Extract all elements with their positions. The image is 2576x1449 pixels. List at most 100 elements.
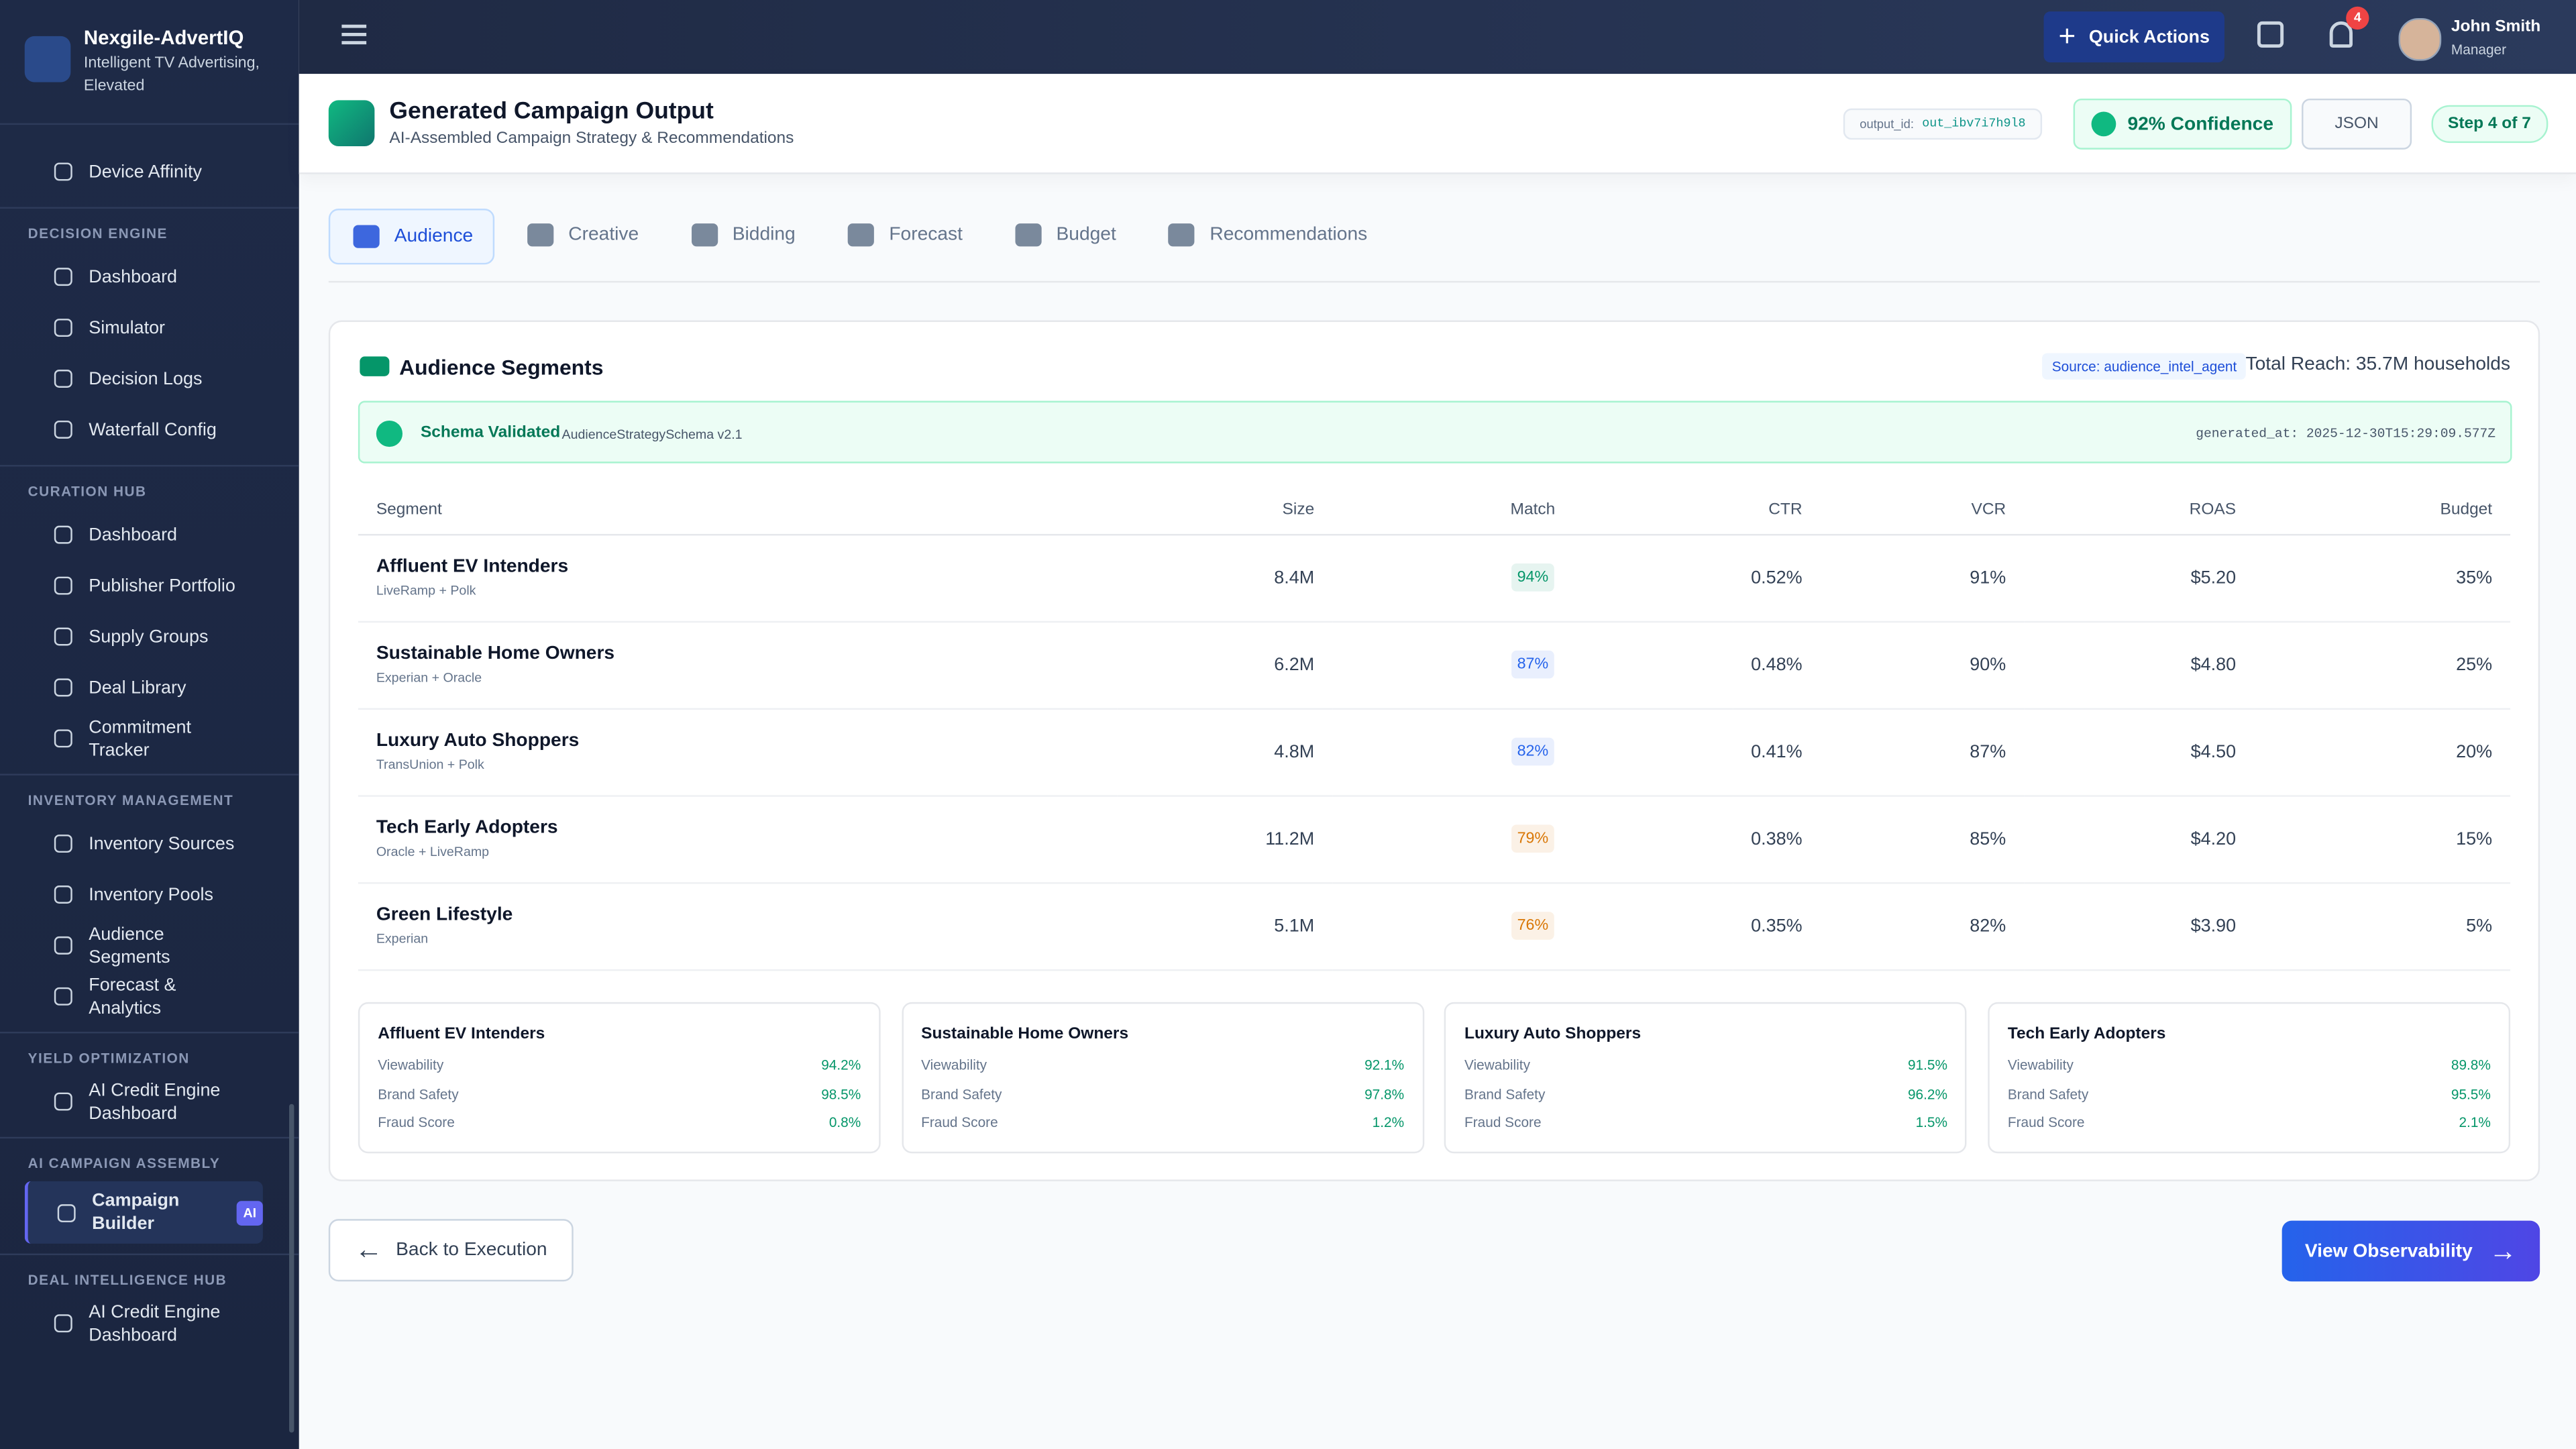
nav-label: Audience Segments xyxy=(89,924,170,967)
avatar[interactable] xyxy=(2398,17,2442,61)
nav-icon xyxy=(54,1314,72,1333)
metric-label: Viewability xyxy=(921,1056,987,1073)
tab-label: Forecast xyxy=(889,225,963,245)
match-cell: 94% xyxy=(1332,534,1733,623)
size-cell: 6.2M xyxy=(1117,621,1333,710)
nav-item[interactable]: Dashboard xyxy=(0,252,299,303)
metric-value: 1.2% xyxy=(1372,1114,1405,1130)
segment-sources: Experian xyxy=(376,931,429,947)
scrollbar[interactable] xyxy=(289,1104,294,1433)
nav-section: DEAL INTELLIGENCE HUB AI Credit Engine Da… xyxy=(0,1253,299,1349)
segment-name: Green Lifestyle xyxy=(376,905,513,925)
nav-label: AI Credit Engine Dashboard xyxy=(89,1080,221,1123)
nav-item[interactable]: AI Credit Engine Dashboard xyxy=(0,1298,299,1349)
tab[interactable]: Creative xyxy=(504,209,659,261)
metric-label: Viewability xyxy=(1464,1056,1531,1073)
column-header: VCR xyxy=(1971,500,2006,519)
nav-item[interactable]: Inventory Pools xyxy=(0,869,299,920)
segment-cell: Green Lifestyle Experian xyxy=(358,882,1118,971)
segment-name: Luxury Auto Shoppers xyxy=(376,731,580,751)
match-cell: 87% xyxy=(1332,621,1733,710)
nav-label: Simulator xyxy=(89,317,166,338)
tab[interactable]: Budget xyxy=(992,209,1136,261)
nav-item[interactable]: Simulator xyxy=(0,303,299,354)
metric-value: 92.1% xyxy=(1364,1056,1405,1073)
nav-item[interactable]: Supply Groups xyxy=(0,611,299,662)
nav-section: INVENTORY MANAGEMENT Inventory Sources Inv… xyxy=(0,773,299,1022)
tab-label: Creative xyxy=(568,225,639,245)
ctr-cell: 0.41% xyxy=(1733,708,1821,797)
quality-metric: Fraud Score 2.1% xyxy=(2008,1114,2491,1142)
page-header: Generated Campaign Output AI-Assembled C… xyxy=(299,74,2576,174)
schema-name: AudienceStrategySchema v2.1 xyxy=(561,427,743,442)
nav-icon xyxy=(54,525,72,544)
vcr-cell: 87% xyxy=(1820,708,2025,797)
metric-label: Brand Safety xyxy=(378,1085,459,1102)
metric-label: Brand Safety xyxy=(2007,1085,2089,1102)
nav-item[interactable]: Campaign Builder AI xyxy=(24,1181,263,1244)
nav-item[interactable]: AI Credit Engine Dashboard xyxy=(0,1076,299,1127)
nav-item[interactable]: Commitment Tracker xyxy=(0,713,299,764)
nav-label: Forecast & Analytics xyxy=(89,975,176,1018)
segment-name: Tech Early Adopters xyxy=(376,818,558,838)
table-header: Segment Size Match CTR VCR ROAS Budget xyxy=(358,486,2511,536)
tab[interactable]: Bidding xyxy=(668,209,815,261)
brand[interactable]: Nexgile-AdvertIQ Intelligent TV Advertis… xyxy=(0,0,299,125)
nav-section-title: AI CAMPAIGN ASSEMBLY xyxy=(28,1155,221,1172)
nav-item[interactable]: Decision Logs xyxy=(0,354,299,405)
table-row: Affluent EV Intenders LiveRamp + Polk 8.4M… xyxy=(358,534,2511,623)
nav-icon xyxy=(54,729,72,748)
nav-section-title: INVENTORY MANAGEMENT xyxy=(28,792,234,808)
menu-button[interactable] xyxy=(341,24,367,45)
tab-icon xyxy=(691,223,718,247)
quality-title: Tech Early Adopters xyxy=(2007,1025,2166,1044)
json-button[interactable]: JSON xyxy=(2302,98,2412,150)
nav-item[interactable]: Device Affinity xyxy=(0,146,299,197)
calendar-icon[interactable] xyxy=(2257,21,2284,48)
brand-tagline: Intelligent TV Advertising, Elevated xyxy=(83,54,260,96)
nav-section: YIELD OPTIMIZATION AI Credit Engine Dashb… xyxy=(0,1031,299,1127)
schema-banner: Schema Validated AudienceStrategySchema … xyxy=(358,400,2512,464)
roas-cell: $5.20 xyxy=(2024,534,2255,623)
table-row: Sustainable Home Owners Experian + Oracle… xyxy=(358,621,2511,710)
nav-section-title: DECISION ENGINE xyxy=(28,225,168,242)
notification-count: 4 xyxy=(2346,6,2369,30)
tab-label: Recommendations xyxy=(1210,225,1368,245)
nav-item[interactable]: Dashboard xyxy=(0,509,299,560)
metric-value: 0.8% xyxy=(828,1114,861,1130)
segments-card: Audience Segments Source: audience_intel… xyxy=(328,320,2540,1181)
budget-cell: 20% xyxy=(2254,708,2511,797)
tab[interactable]: Audience xyxy=(328,209,495,265)
column-header: CTR xyxy=(1768,500,1803,519)
back-button[interactable]: Back to Execution xyxy=(328,1219,574,1282)
nav-section-title: YIELD OPTIMIZATION xyxy=(28,1049,190,1067)
tab[interactable]: Forecast xyxy=(825,209,982,261)
nav-section: AI CAMPAIGN ASSEMBLY Campaign Builder AI xyxy=(0,1136,299,1244)
tab[interactable]: Recommendations xyxy=(1146,209,1387,261)
budget-cell: 5% xyxy=(2254,882,2511,971)
quality-metric: Viewability 91.5% xyxy=(1464,1057,1947,1085)
nav-label: Inventory Sources xyxy=(89,833,235,854)
topbar: Quick Actions 4 John Smith Manager xyxy=(299,0,2576,74)
nav-item[interactable]: Audience Segments xyxy=(0,920,299,971)
ctr-cell: 0.38% xyxy=(1733,795,1821,884)
next-button[interactable]: View Observability xyxy=(2282,1220,2540,1282)
nav-item[interactable]: Publisher Portfolio xyxy=(0,560,299,611)
nav-item[interactable]: Waterfall Config xyxy=(0,404,299,455)
brand-name: Nexgile-AdvertIQ xyxy=(83,26,244,50)
nav-item[interactable]: Inventory Sources xyxy=(0,818,299,869)
nav: Device Affinity DECISION ENGINE Dashboard S… xyxy=(0,125,299,1349)
quick-actions[interactable]: Quick Actions xyxy=(2043,11,2224,63)
segment-cell: Tech Early Adopters Oracle + LiveRamp xyxy=(358,795,1118,884)
size-cell: 5.1M xyxy=(1117,882,1333,971)
column-header: ROAS xyxy=(2189,500,2237,519)
ctr-cell: 0.48% xyxy=(1733,621,1821,710)
bell-icon[interactable] xyxy=(2329,21,2353,48)
nav-item[interactable]: Deal Library xyxy=(0,662,299,713)
segment-name: Sustainable Home Owners xyxy=(376,644,615,664)
roas-cell: $4.50 xyxy=(2024,708,2255,797)
output-id-value: out_ibv7i7h9l8 xyxy=(1922,117,2026,131)
roas-cell: $4.20 xyxy=(2024,795,2255,884)
quality-card: Sustainable Home Owners Viewability 92.1% B… xyxy=(901,1002,1424,1154)
nav-item[interactable]: Forecast & Analytics xyxy=(0,971,299,1022)
